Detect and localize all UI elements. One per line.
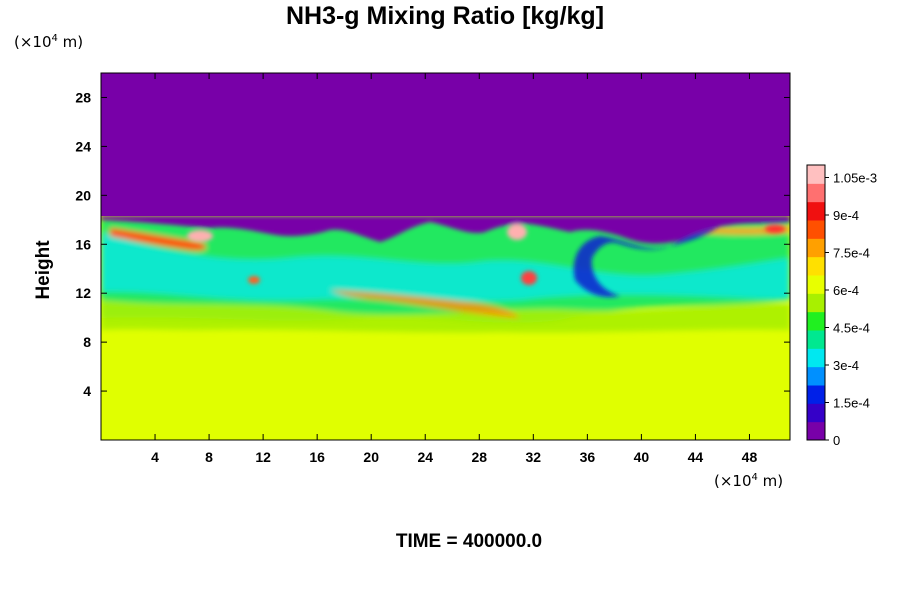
y-axis: 4 8 12 16 20 24 28 <box>75 89 790 399</box>
x-tick-label: 8 <box>205 449 213 465</box>
colorbar-segment <box>807 403 825 423</box>
plot-frame <box>100 72 791 441</box>
colorbar-segment <box>807 238 825 258</box>
x-tick-label: 24 <box>417 449 433 465</box>
x-unit-label: (×104 m) <box>714 472 784 490</box>
y-tick-label: 12 <box>75 285 91 301</box>
colorbar-segment <box>807 201 825 221</box>
colorbar-segment <box>807 293 825 313</box>
x-tick-label: 4 <box>151 449 159 465</box>
x-tick-label: 36 <box>580 449 596 465</box>
colorbar-segment <box>807 183 825 203</box>
x-axis: 4 8 12 16 20 24 28 32 36 40 44 48 <box>151 73 757 465</box>
colorbar-segment <box>807 220 825 239</box>
colorbar-frame <box>806 164 826 441</box>
colorbar-tick-label: 7.5e-4 <box>833 246 870 261</box>
x-tick-label: 40 <box>634 449 650 465</box>
x-tick-label: 44 <box>688 449 704 465</box>
colorbar-segment <box>807 311 825 331</box>
chart-title: NH3-g Mixing Ratio [kg/kg] <box>285 2 605 30</box>
colorbar: 0 1.5e-4 3e-4 4.5e-4 6e-4 7.5e-4 9e-4 1.05e-3 <box>806 164 877 448</box>
y-tick-label: 8 <box>83 334 91 350</box>
y-tick-label: 24 <box>75 138 91 154</box>
x-tick-label: 20 <box>363 449 379 465</box>
colorbar-tick-label: 3e-4 <box>833 358 859 373</box>
y-tick-label: 20 <box>75 187 91 203</box>
colorbar-tick-label: 1.05e-3 <box>833 171 877 186</box>
colorbar-segment <box>807 256 825 276</box>
colorbar-tick-label: 6e-4 <box>833 283 859 298</box>
y-tick-label: 16 <box>75 236 91 252</box>
colorbar-tick-label: 4.5e-4 <box>833 321 870 336</box>
x-tick-label: 32 <box>526 449 542 465</box>
time-label: TIME = 400000.0 <box>395 531 543 552</box>
colorbar-tick-label: 9e-4 <box>833 208 859 223</box>
colorbar-segment <box>807 366 825 386</box>
x-tick-label: 28 <box>471 449 487 465</box>
colorbar-tick-label: 1.5e-4 <box>833 396 870 411</box>
y-unit-label: (×104 m) <box>14 33 84 51</box>
colorbar-segment <box>807 275 825 294</box>
colorbar-segment <box>807 348 825 368</box>
x-tick-label: 48 <box>742 449 758 465</box>
colorbar-segment <box>807 165 825 184</box>
y-tick-label: 28 <box>75 89 91 105</box>
colorbar-segment <box>807 385 825 404</box>
x-tick-label: 12 <box>255 449 271 465</box>
y-tick-label: 4 <box>83 383 91 399</box>
x-tick-label: 16 <box>309 449 325 465</box>
colorbar-tick-label: 0 <box>833 433 840 448</box>
colorbar-segment <box>807 421 825 441</box>
heatmap-field <box>101 73 790 440</box>
colorbar-segment <box>807 330 825 349</box>
